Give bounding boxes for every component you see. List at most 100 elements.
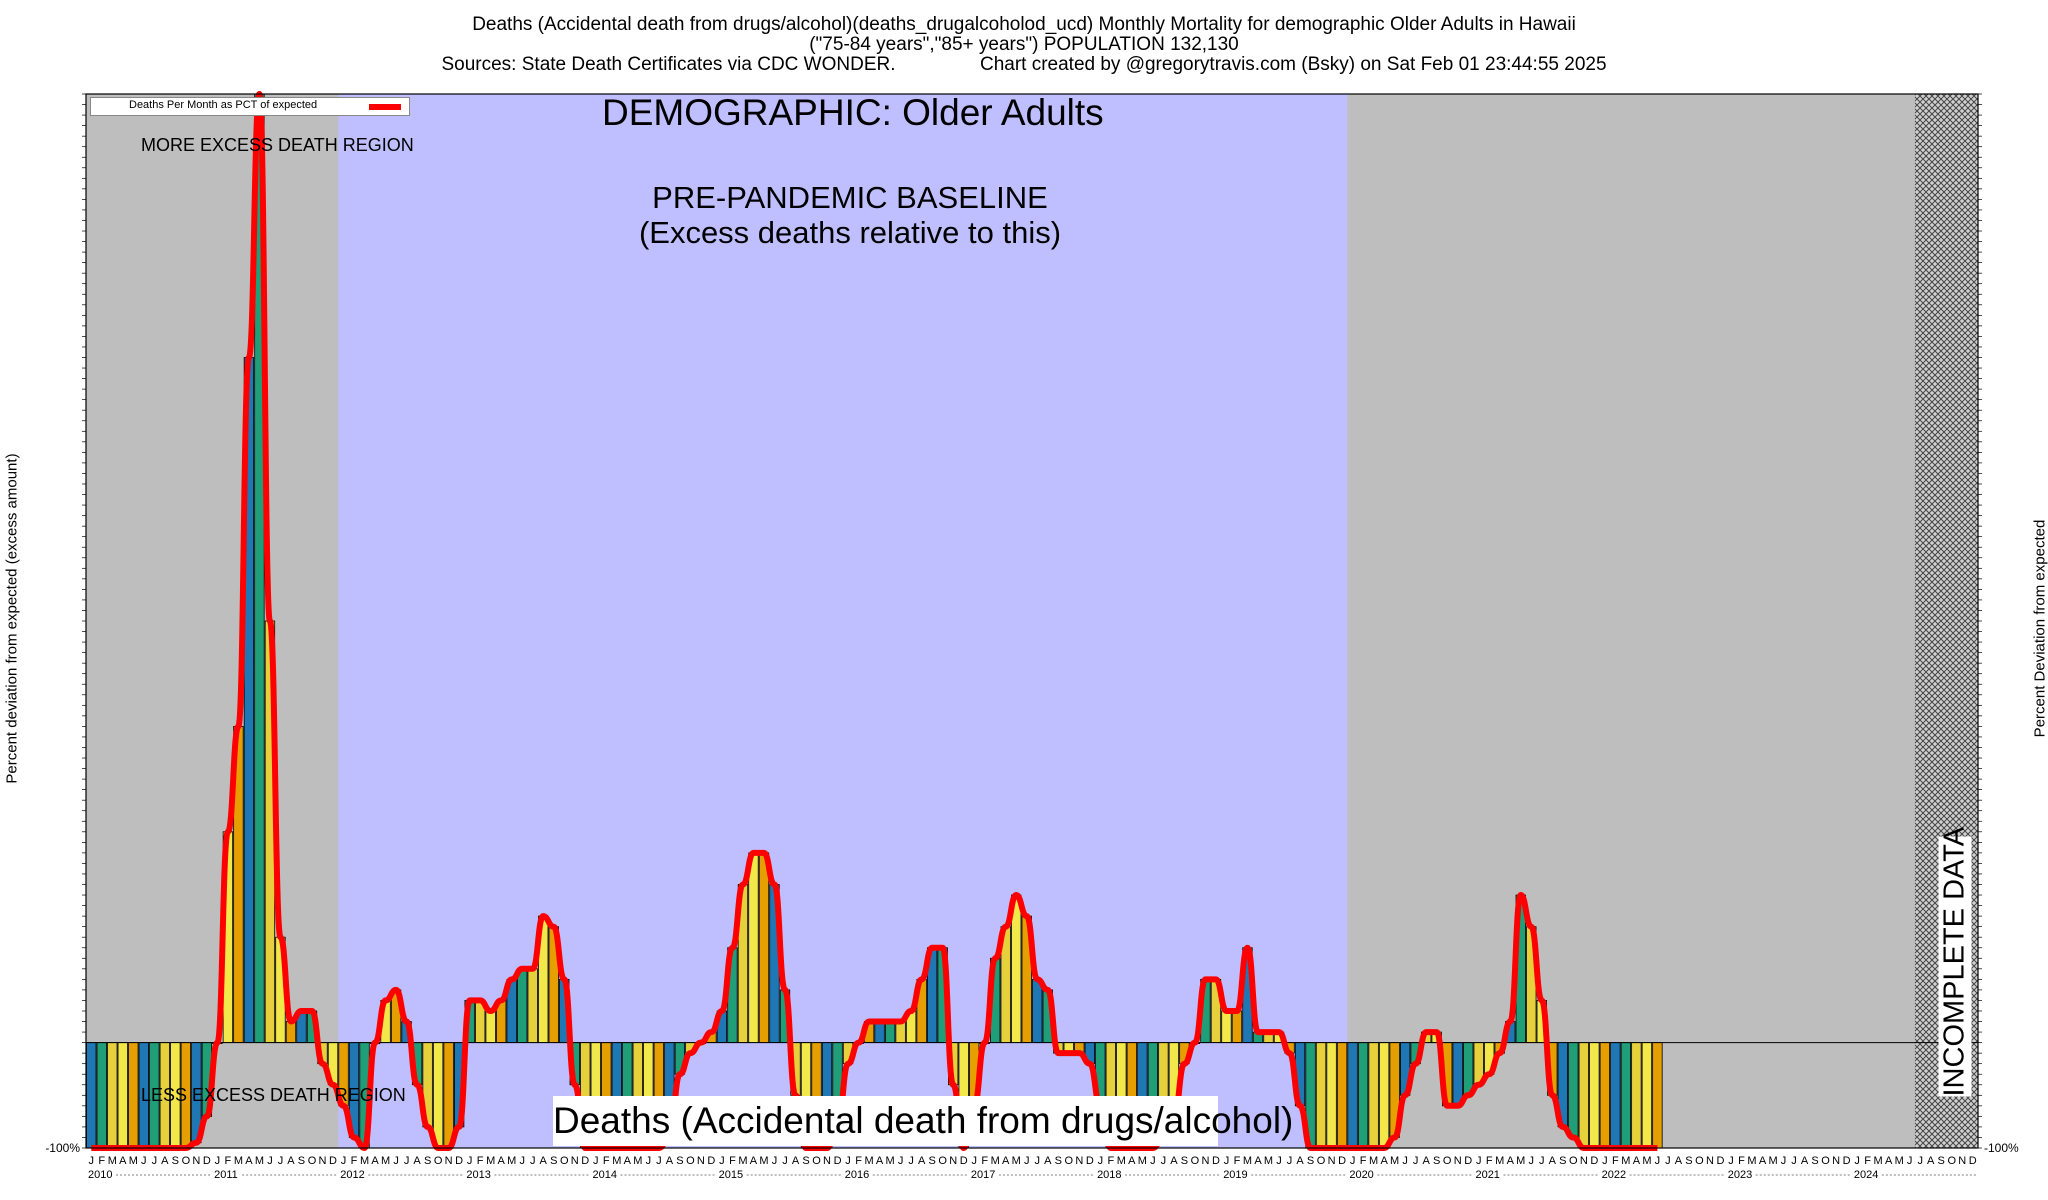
bar-19 [285,1021,297,1044]
x-tick-label: M [1117,1155,1126,1167]
x-tick-label: J [89,1155,95,1167]
year-label: 2017 [971,1169,995,1181]
x-tick-label: J [1402,1155,1408,1167]
x-tick-label: S [1181,1155,1188,1167]
x-tick-label: J [1655,1155,1661,1167]
year-label: 2019 [1223,1169,1247,1181]
year-label: 2024 [1854,1169,1878,1181]
x-tick-label: A [876,1155,884,1167]
x-tick-label: D [1212,1155,1220,1167]
year-label: 2018 [1097,1169,1121,1181]
bar-2 [107,1042,118,1149]
x-tick-label: S [298,1155,305,1167]
x-tick-label: J [1161,1155,1167,1167]
year-label: 2022 [1602,1169,1626,1181]
legend: Deaths Per Month as PCT of expected [90,97,410,116]
year-label: 2011 [214,1169,238,1181]
x-tick-label: M [612,1155,621,1167]
x-tick-label: M [234,1155,243,1167]
x-tick-label: A [1885,1155,1893,1167]
series-line [91,91,1658,1151]
x-tick-label: A [119,1155,127,1167]
x-tick-label: N [1201,1155,1209,1167]
x-tick-label: A [161,1155,169,1167]
x-tick-label: S [1938,1155,1945,1167]
x-tick-label: J [1529,1155,1535,1167]
x-tick-label: S [1559,1155,1566,1167]
x-tick-label: O [812,1155,821,1167]
year-label: 2012 [340,1169,364,1181]
x-tick-label: A [1759,1155,1767,1167]
region-0 [86,94,339,1148]
bar-144 [1599,1042,1611,1149]
x-tick-label: O [1947,1155,1956,1167]
x-tick-label: N [1958,1155,1966,1167]
x-tick-label: F [855,1155,862,1167]
x-tick-label: F [1612,1155,1619,1167]
x-tick-label: J [1791,1155,1797,1167]
x-tick-label: O [1569,1155,1578,1167]
x-tick-label: O [182,1155,191,1167]
x-tick-label: O [434,1155,443,1167]
x-tick-label: J [1035,1155,1041,1167]
x-tick-label: F [1107,1155,1114,1167]
x-tick-label: J [1413,1155,1419,1167]
x-tick-label: A [540,1155,548,1167]
x-tick-label: A [245,1155,253,1167]
x-tick-label: S [1685,1155,1692,1167]
bar-123 [1378,1042,1390,1149]
x-tick-label: J [898,1155,904,1167]
x-tick-label: O [938,1155,947,1167]
x-tick-label: J [1728,1155,1734,1167]
x-tick-label: A [1002,1155,1010,1167]
x-tick-label: D [203,1155,211,1167]
bar-42 [527,968,538,1044]
legend-swatch [369,104,401,110]
x-tick-label: A [498,1155,506,1167]
x-tick-label: J [1024,1155,1030,1167]
x-tick-label: D [834,1155,842,1167]
bar-121 [1357,1042,1369,1149]
x-tick-label: F [1486,1155,1493,1167]
x-tick-label: M [738,1155,747,1167]
x-tick-label: N [1075,1155,1083,1167]
x-tick-label: J [152,1155,158,1167]
x-tick-label: M [1895,1155,1904,1167]
x-tick-label: F [351,1155,358,1167]
x-tick-label: J [267,1155,273,1167]
x-tick-label: M [1621,1155,1630,1167]
bar-118 [1326,1042,1337,1149]
bar-41 [517,968,528,1044]
bar-4 [128,1042,139,1149]
x-tick-label: M [759,1155,768,1167]
y-tick-label-bottom-left: -100% [45,1141,80,1155]
x-tick-label: A [371,1155,379,1167]
x-tick-label: A [1170,1155,1178,1167]
x-tick-label: J [719,1155,725,1167]
x-tick-label: D [1086,1155,1094,1167]
x-tick-label: J [1224,1155,1230,1167]
x-tick-label: N [1328,1155,1336,1167]
x-tick-label: F [603,1155,610,1167]
x-tick-label: A [1633,1155,1641,1167]
x-tick-label: A [750,1155,758,1167]
region-1 [338,94,1348,1148]
x-tick-label: J [1907,1155,1913,1167]
x-tick-label: N [192,1155,200,1167]
x-tick-label: F [477,1155,484,1167]
x-tick-label: F [1738,1155,1745,1167]
x-tick-label: A [1296,1155,1304,1167]
x-tick-label: F [225,1155,232,1167]
x-tick-label: J [646,1155,652,1167]
x-tick-label: A [1927,1155,1935,1167]
chart-subtitle: ("75-84 years","85+ years") POPULATION 1… [809,34,1239,55]
x-tick-label: J [278,1155,284,1167]
bar-75 [874,1021,885,1044]
x-tick-label: M [1390,1155,1399,1167]
x-tick-label: O [1317,1155,1326,1167]
x-tick-label: J [1276,1155,1282,1167]
y-tick-label-bottom-right: -100% [1984,1141,2019,1155]
x-tick-label: M [360,1155,369,1167]
less-excess-label: LESS EXCESS DEATH REGION [141,1085,406,1105]
